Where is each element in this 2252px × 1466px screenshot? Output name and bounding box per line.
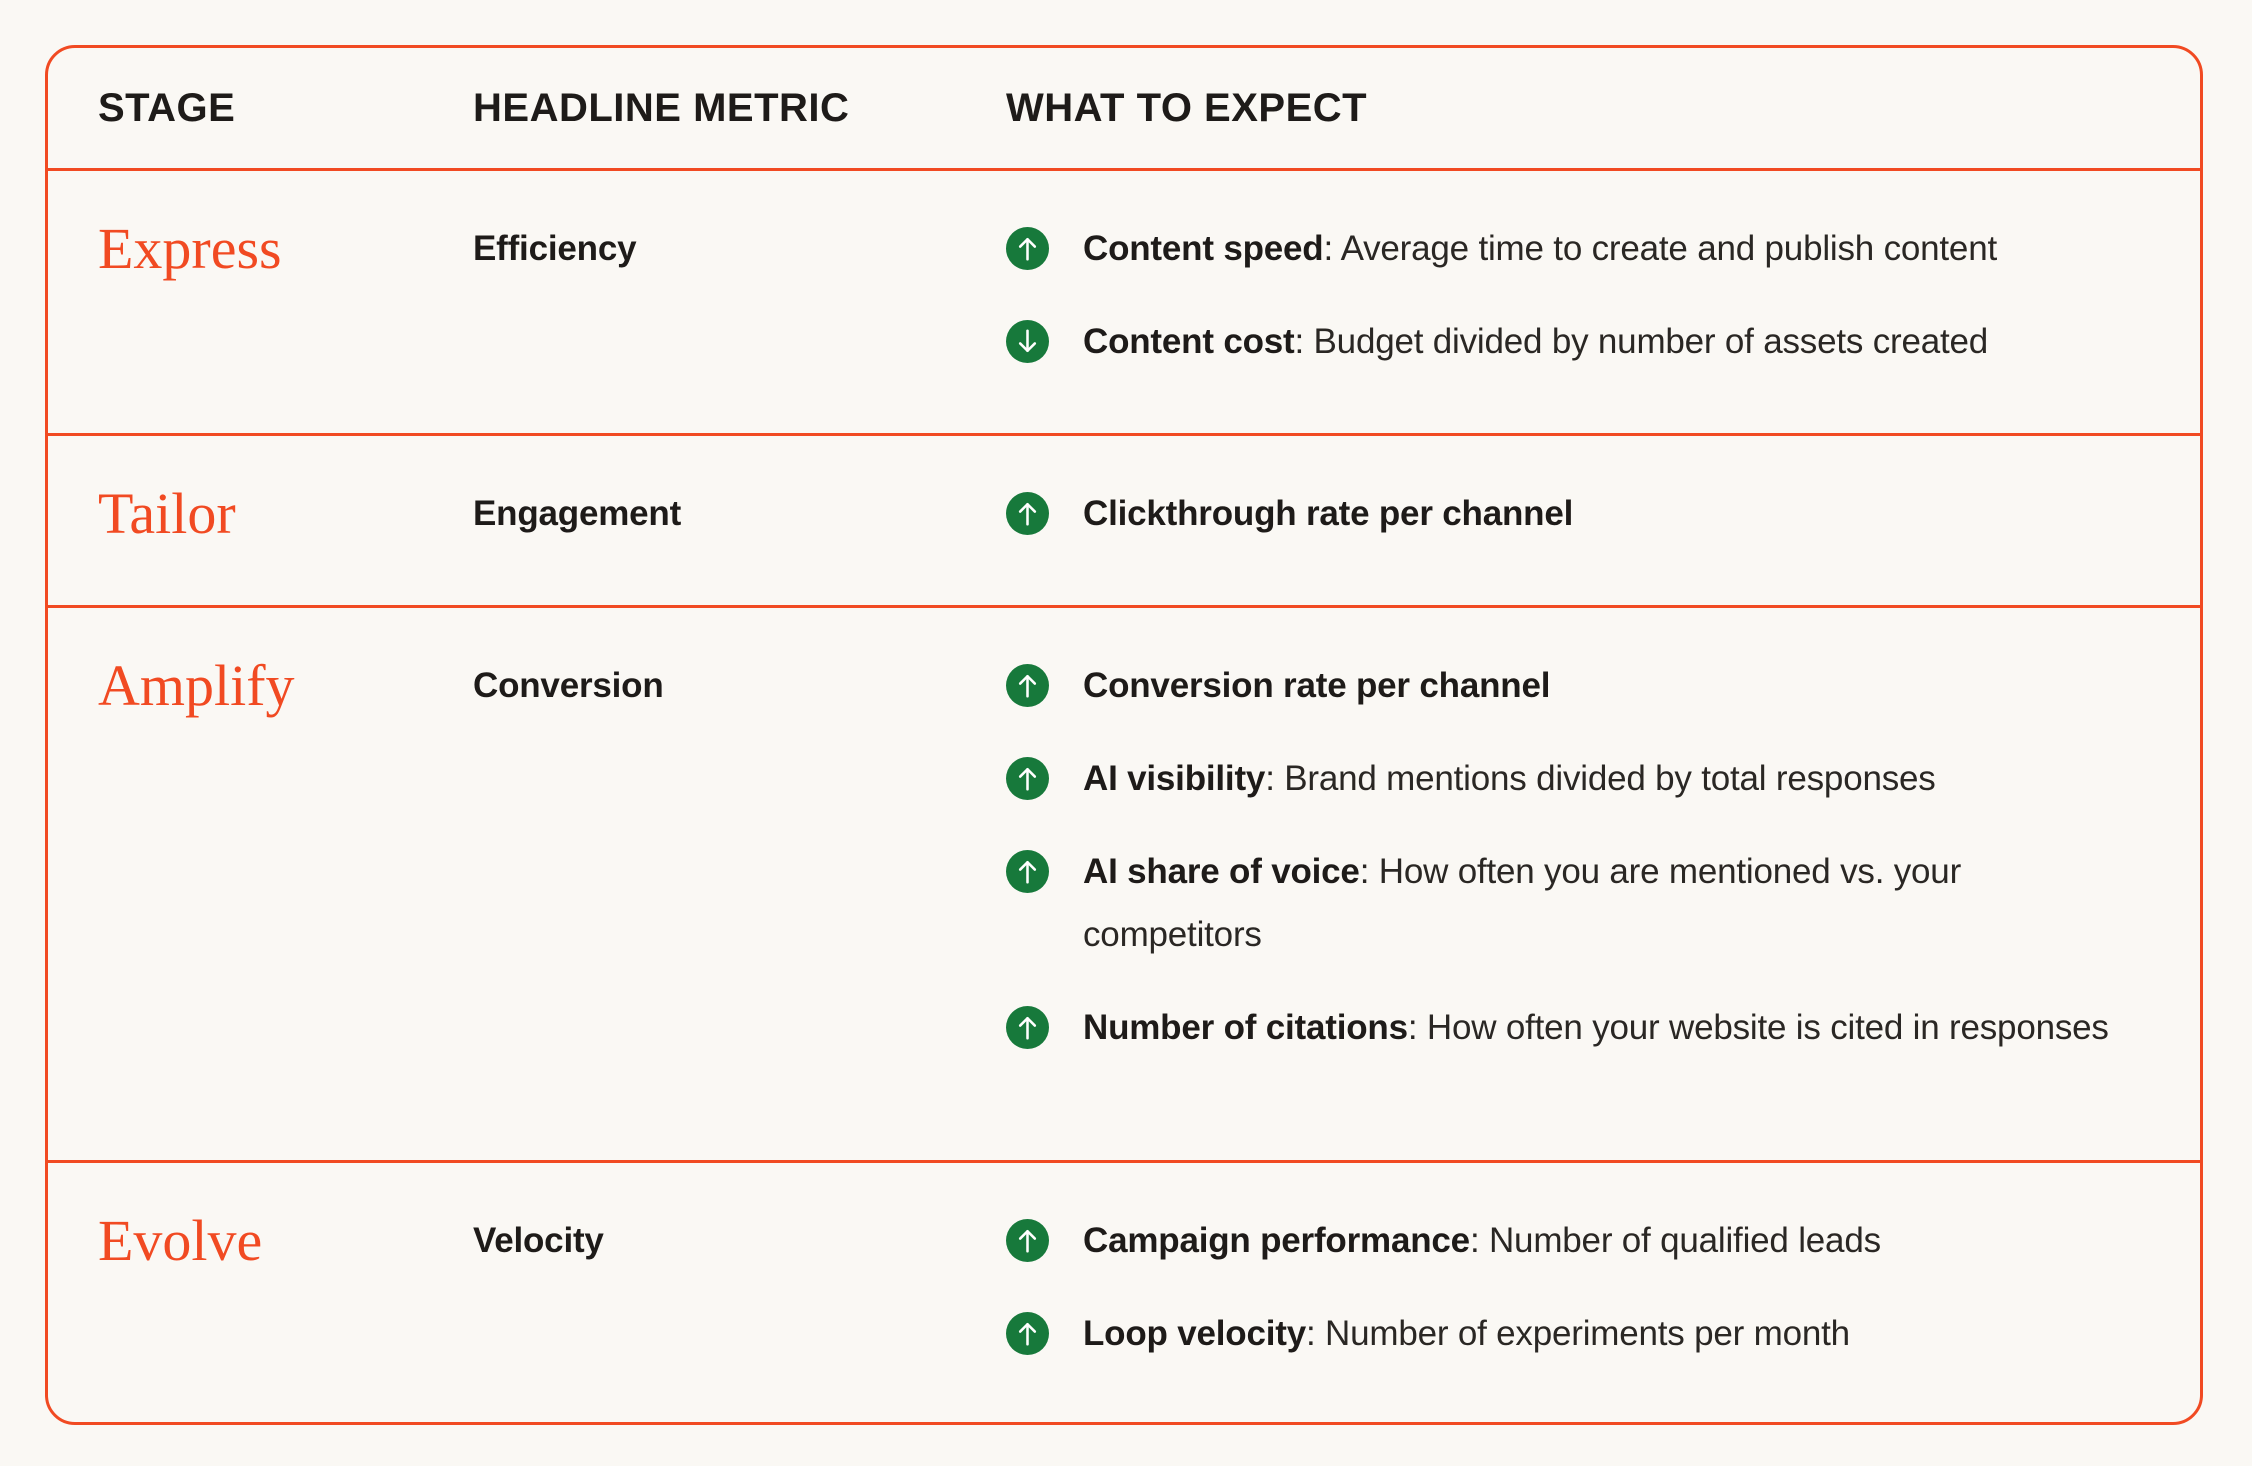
expectation-description: : Number of experiments per month	[1306, 1314, 1850, 1353]
stage-name: Evolve	[98, 1208, 263, 1273]
expectation-label: AI visibility	[1083, 759, 1266, 798]
expectation-description: : Brand mentions divided by total respon…	[1265, 759, 1936, 798]
expectation-label: Number of citations	[1083, 1008, 1408, 1047]
arrow-up-icon	[1006, 1312, 1049, 1355]
expectation-label: Content speed	[1083, 229, 1324, 268]
metric-name: Efficiency	[473, 229, 637, 268]
expectation-item: Clickthrough rate per channel	[1006, 482, 2150, 545]
stage-name: Tailor	[98, 481, 236, 546]
stage-name: Amplify	[98, 653, 295, 718]
arrow-up-icon	[1006, 757, 1049, 800]
expectation-label: AI share of voice	[1083, 852, 1360, 891]
arrow-up-icon	[1006, 1006, 1049, 1049]
arrow-up-icon	[1006, 850, 1049, 893]
arrow-up-icon	[1006, 1219, 1049, 1262]
expectation-label: Loop velocity	[1083, 1314, 1306, 1353]
expectation-description: : Budget divided by number of assets cre…	[1294, 322, 1989, 361]
arrow-up-icon	[1006, 664, 1049, 707]
metric-name: Velocity	[473, 1221, 604, 1260]
expectation-description: : Number of qualified leads	[1469, 1221, 1881, 1260]
expectation-item: Number of citations: How often your webs…	[1006, 996, 2150, 1059]
expectation-label: Content cost	[1083, 322, 1295, 361]
expectation-item: Conversion rate per channel	[1006, 654, 2150, 717]
arrow-up-icon	[1006, 492, 1049, 535]
expectation-list: Clickthrough rate per channel	[1006, 482, 2150, 545]
expectation-description: : How often your website is cited in res…	[1407, 1008, 2109, 1047]
table-row: Express Efficiency Content speed: Averag…	[48, 168, 2200, 433]
table-row: Evolve Velocity Campaign performance: Nu…	[48, 1160, 2200, 1422]
arrow-down-icon	[1006, 320, 1049, 363]
expectation-label: Campaign performance	[1083, 1221, 1470, 1260]
header-stage: STAGE	[98, 85, 236, 130]
expectation-item: AI share of voice: How often you are men…	[1006, 840, 2150, 966]
stage-name: Express	[98, 216, 282, 281]
expectation-item: AI visibility: Brand mentions divided by…	[1006, 747, 2150, 810]
expectation-list: Content speed: Average time to create an…	[1006, 217, 2150, 373]
expectation-item: Campaign performance: Number of qualifie…	[1006, 1209, 2150, 1272]
table-row: Tailor Engagement Clickthrough rate per …	[48, 433, 2200, 605]
expectation-item: Content speed: Average time to create an…	[1006, 217, 2150, 280]
metric-name: Conversion	[473, 666, 664, 705]
expectation-item: Loop velocity: Number of experiments per…	[1006, 1302, 2150, 1365]
expectation-description: : How often you are mentioned vs. your c…	[1083, 852, 1962, 954]
expectation-list: Conversion rate per channel AI visibilit…	[1006, 654, 2150, 1059]
metric-name: Engagement	[473, 494, 682, 533]
expectation-description: : Average time to create and publish con…	[1323, 229, 1997, 268]
expectation-list: Campaign performance: Number of qualifie…	[1006, 1209, 2150, 1365]
table-header: STAGE HEADLINE METRIC WHAT TO EXPECT	[48, 48, 2200, 168]
expectation-item: Content cost: Budget divided by number o…	[1006, 310, 2150, 373]
expectation-label: Clickthrough rate per channel	[1083, 494, 1574, 533]
header-headline-metric: HEADLINE METRIC	[473, 85, 850, 130]
stage-metrics-table: STAGE HEADLINE METRIC WHAT TO EXPECT Exp…	[45, 45, 2203, 1425]
table-row: Amplify Conversion Conversion rate per c…	[48, 605, 2200, 1160]
expectation-label: Conversion rate per channel	[1083, 666, 1551, 705]
header-what-to-expect: WHAT TO EXPECT	[1006, 85, 1368, 130]
arrow-up-icon	[1006, 227, 1049, 270]
